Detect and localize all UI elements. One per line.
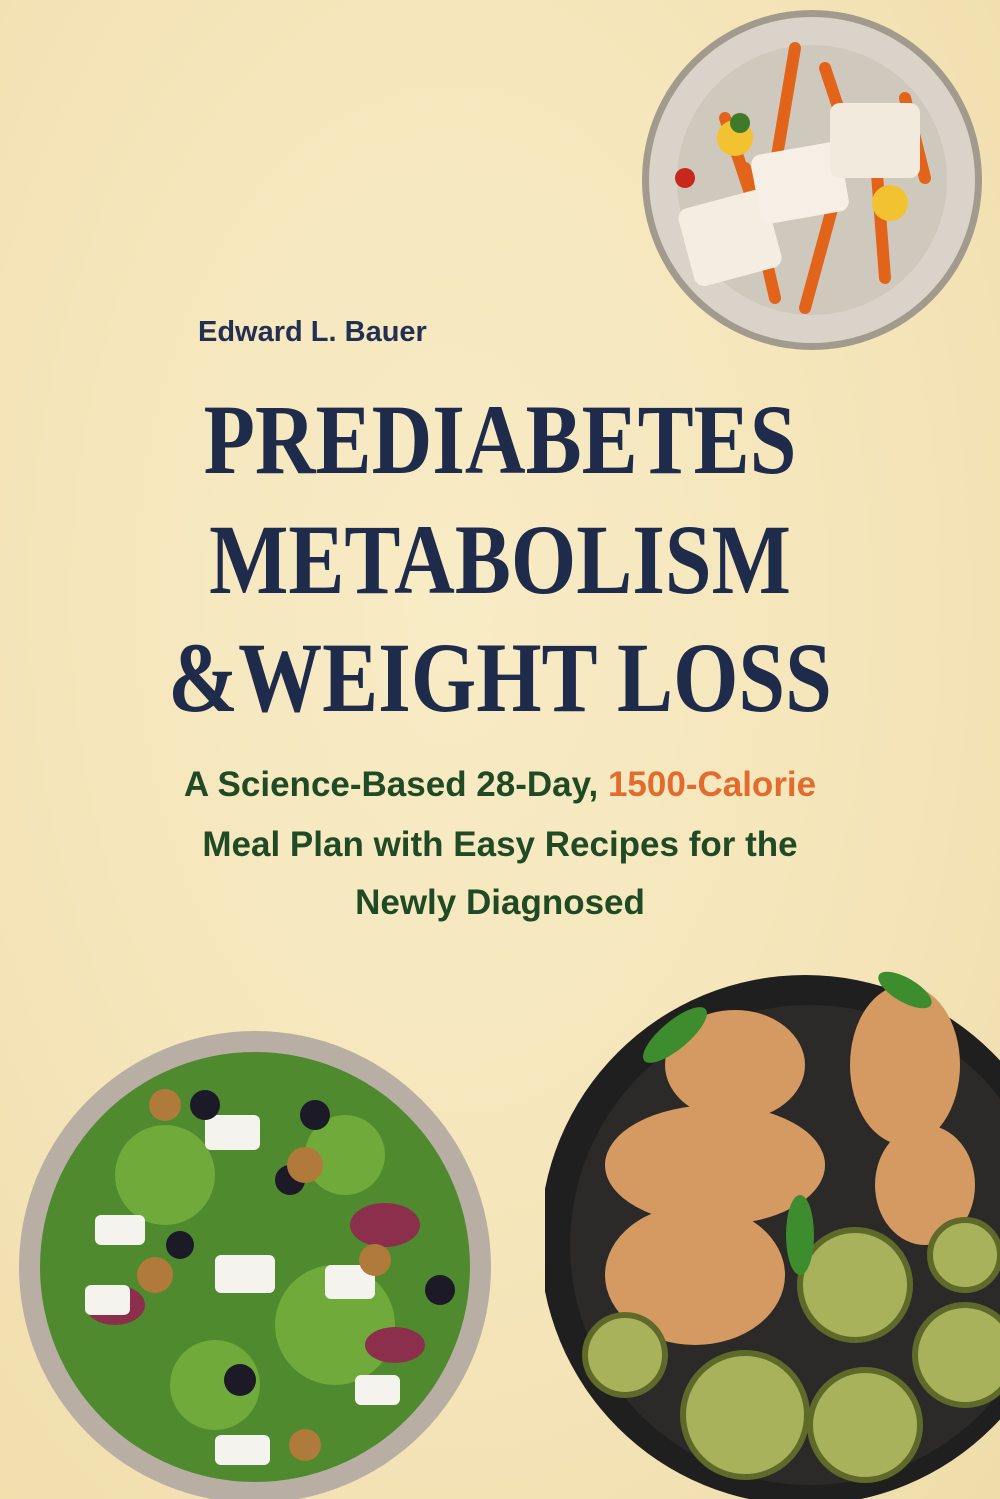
title-line-2: METABOLISM: [209, 504, 791, 615]
calorie-highlight: 1500-Calorie: [607, 765, 817, 804]
subtitle-line-3: Newly Diagnosed: [355, 883, 645, 922]
title-line-3: &WEIGHT LOSS: [168, 622, 832, 733]
subtitle-text: A Science-Based 28-Day,: [183, 765, 608, 804]
salad-bowl-image: [19, 1031, 491, 1499]
subtitle-line-1: A Science-Based 28-Day, 1500-Calorie: [0, 756, 1000, 814]
title-line-1: PREDIABETES: [203, 384, 797, 495]
author-name: Edward L. Bauer: [198, 316, 427, 348]
chicken-skillet-image: [545, 971, 1000, 1499]
subtitle-line-2: Meal Plan with Easy Recipes for the: [202, 825, 798, 864]
fish-plate-image: [642, 10, 982, 350]
